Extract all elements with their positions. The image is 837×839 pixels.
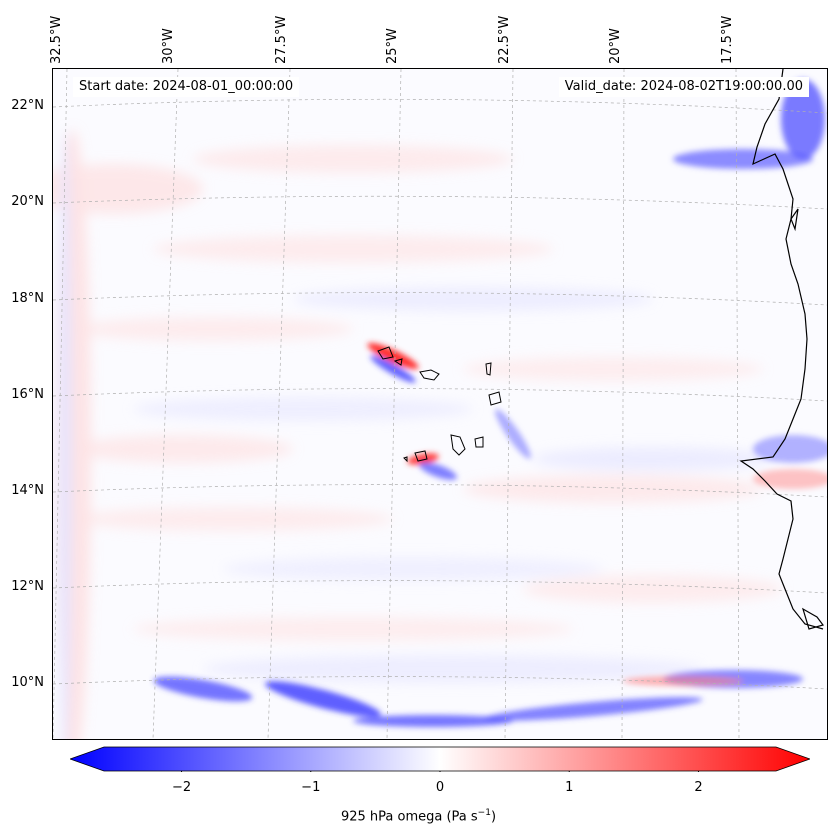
valid-date-label: Valid_date: 2024-08-02T19:00:00.00: [558, 77, 809, 97]
colorbar: [70, 746, 810, 772]
omega-field: [53, 69, 827, 739]
lat-label-18n: 18°N: [11, 291, 44, 306]
colorbar-tick-label: −1: [301, 780, 321, 795]
coastline: [739, 69, 825, 630]
lat-label-10n: 10°N: [11, 675, 44, 690]
colorbar-body: [70, 746, 810, 772]
lat-label-22n: 22°N: [11, 98, 44, 113]
cape-verde-islands: [377, 346, 502, 463]
colorbar-tick-marks: [181, 771, 699, 772]
colorbar-tick-label: −2: [171, 780, 192, 795]
start-date-label: Start date: 2024-08-01_00:00:00: [73, 77, 300, 97]
lat-label-14n: 14°N: [11, 483, 44, 498]
graticule: [53, 69, 827, 739]
colorbar-tick-label: 0: [435, 780, 445, 795]
lat-label-12n: 12°N: [11, 579, 44, 594]
lat-label-20n: 20°N: [11, 194, 44, 209]
colorbar-tick-label: 1: [565, 780, 574, 795]
omega-map: Start date: 2024-08-01_00:00:00 Valid_da…: [52, 68, 828, 740]
colorbar-label: 925 hPa omega (Pa s−1): [340, 808, 497, 825]
background-pattern: [53, 129, 783, 739]
strong-features: [153, 79, 827, 727]
colorbar-tick-label: 2: [694, 780, 703, 795]
lat-label-16n: 16°N: [11, 387, 44, 402]
